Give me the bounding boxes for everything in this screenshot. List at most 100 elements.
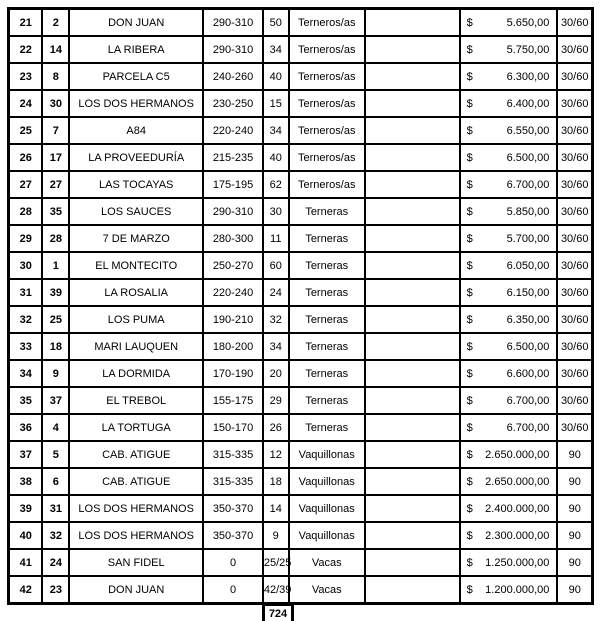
establishment-name-cell: SAN FIDEL <box>68 548 205 577</box>
price-amount: 2.300.000,00 <box>485 529 550 542</box>
detail-blank-cell <box>363 413 461 442</box>
price-amount: 2.650.000,00 <box>485 448 550 461</box>
currency-symbol: $ <box>466 529 473 542</box>
weight-range-cell: 315-335 <box>202 440 264 469</box>
lot-number-cell: 1 <box>41 251 71 280</box>
price-cell: $ 1.250.000,00 <box>458 548 559 577</box>
category-cell: Vaquillonas <box>287 440 366 469</box>
head-count-cell: 34 <box>261 332 290 361</box>
table-row: 33 18 MARI LAUQUEN 180-200 34 Terneras $… <box>7 332 594 361</box>
currency-symbol: $ <box>466 286 473 299</box>
currency-symbol: $ <box>466 313 473 326</box>
currency-symbol: $ <box>466 124 473 137</box>
table-row: 24 30 LOS DOS HERMANOS 230-250 15 Terner… <box>7 89 594 118</box>
currency-symbol: $ <box>466 70 473 83</box>
detail-blank-cell <box>363 35 461 64</box>
establishment-name-cell: A84 <box>68 116 205 145</box>
currency-symbol: $ <box>466 97 473 110</box>
row-number-cell: 40 <box>7 521 44 550</box>
weight-range-cell: 190-210 <box>202 305 264 334</box>
weight-range-cell: 175-195 <box>202 170 264 199</box>
row-number-cell: 26 <box>7 143 44 172</box>
detail-blank-cell <box>363 251 461 280</box>
price-amount: 6.300,00 <box>506 70 550 83</box>
currency-symbol: $ <box>466 394 473 407</box>
lot-number-cell: 7 <box>41 116 71 145</box>
price-amount: 6.500,00 <box>506 340 550 353</box>
price-cell: $ 5.650,00 <box>458 7 559 37</box>
detail-blank-cell <box>363 116 461 145</box>
detail-blank-cell <box>363 278 461 307</box>
category-cell: Terneras <box>287 359 366 388</box>
row-number-cell: 25 <box>7 116 44 145</box>
establishment-name-cell: LOS DOS HERMANOS <box>68 494 205 523</box>
head-count-cell: 42/39 <box>261 575 291 605</box>
category-cell: Terneros/as <box>287 62 366 91</box>
category-cell: Terneras <box>287 224 366 253</box>
price-amount: 6.550,00 <box>506 124 550 137</box>
price-accounting-format: $ 6.350,00 <box>461 314 557 326</box>
payment-term-cell: 30/60 <box>556 413 594 442</box>
table-row: 42 23 DON JUAN 0 42/39 Vacas $ 1.200.000… <box>7 575 594 605</box>
currency-symbol: $ <box>466 232 473 245</box>
table-row: 27 27 LAS TOCAYAS 175-195 62 Terneros/as… <box>7 170 594 199</box>
livestock-lot-table: 21 2 DON JUAN 290-310 50 Terneros/as $ 5… <box>7 7 594 605</box>
detail-blank-cell <box>363 62 461 91</box>
detail-blank-cell <box>363 224 461 253</box>
currency-symbol: $ <box>466 583 473 596</box>
row-number-cell: 21 <box>7 7 44 37</box>
detail-blank-cell <box>363 440 461 469</box>
price-cell: $ 6.600,00 <box>458 359 559 388</box>
category-cell: Terneras <box>287 278 366 307</box>
price-accounting-format: $ 6.400,00 <box>461 98 557 110</box>
detail-blank-cell <box>363 305 461 334</box>
row-number-cell: 36 <box>7 413 44 442</box>
price-accounting-format: $ 6.150,00 <box>461 287 557 299</box>
table-row: 28 35 LOS SAUCES 290-310 30 Terneras $ 5… <box>7 197 594 226</box>
payment-term-cell: 30/60 <box>556 386 594 415</box>
row-number-cell: 29 <box>7 224 44 253</box>
category-cell: Vaquillonas <box>287 521 366 550</box>
lot-number-cell: 14 <box>41 35 71 64</box>
price-accounting-format: $ 6.600,00 <box>461 368 557 380</box>
weight-range-cell: 240-260 <box>202 62 264 91</box>
price-cell: $ 6.050,00 <box>458 251 559 280</box>
price-cell: $ 6.150,00 <box>458 278 559 307</box>
category-cell: Terneros/as <box>287 116 366 145</box>
price-amount: 6.700,00 <box>506 421 550 434</box>
price-accounting-format: $ 5.750,00 <box>461 44 557 56</box>
lot-number-cell: 2 <box>41 7 71 37</box>
price-amount: 2.400.000,00 <box>485 502 550 515</box>
establishment-name-cell: LOS SAUCES <box>68 197 205 226</box>
price-amount: 1.200.000,00 <box>485 583 550 596</box>
establishment-name-cell: LOS DOS HERMANOS <box>68 521 205 550</box>
detail-blank-cell <box>363 494 461 523</box>
price-cell: $ 6.400,00 <box>458 89 559 118</box>
weight-range-cell: 150-170 <box>202 413 264 442</box>
category-cell: Terneras <box>287 332 366 361</box>
price-amount: 5.700,00 <box>506 232 550 245</box>
price-amount: 6.500,00 <box>506 151 550 164</box>
category-cell: Terneras <box>287 305 366 334</box>
price-cell: $ 6.500,00 <box>458 143 559 172</box>
head-count-cell: 9 <box>261 521 290 550</box>
head-count-cell: 50 <box>261 7 290 37</box>
weight-range-cell: 0 <box>202 575 264 605</box>
payment-term-cell: 30/60 <box>556 7 594 37</box>
establishment-name-cell: DON JUAN <box>68 575 205 605</box>
lot-number-cell: 39 <box>41 278 71 307</box>
payment-term-cell: 90 <box>556 494 594 523</box>
establishment-name-cell: 7 DE MARZO <box>68 224 205 253</box>
detail-blank-cell <box>363 386 461 415</box>
row-number-cell: 23 <box>7 62 44 91</box>
payment-term-cell: 30/60 <box>556 197 594 226</box>
category-cell: Terneros/as <box>287 35 366 64</box>
currency-symbol: $ <box>466 475 473 488</box>
price-accounting-format: $ 2.650.000,00 <box>461 476 557 488</box>
row-number-cell: 31 <box>7 278 44 307</box>
price-amount: 5.650,00 <box>506 16 550 29</box>
head-count-cell: 25/25 <box>261 548 291 577</box>
lot-number-cell: 31 <box>41 494 71 523</box>
payment-term-cell: 30/60 <box>556 116 594 145</box>
price-accounting-format: $ 6.300,00 <box>461 71 557 83</box>
